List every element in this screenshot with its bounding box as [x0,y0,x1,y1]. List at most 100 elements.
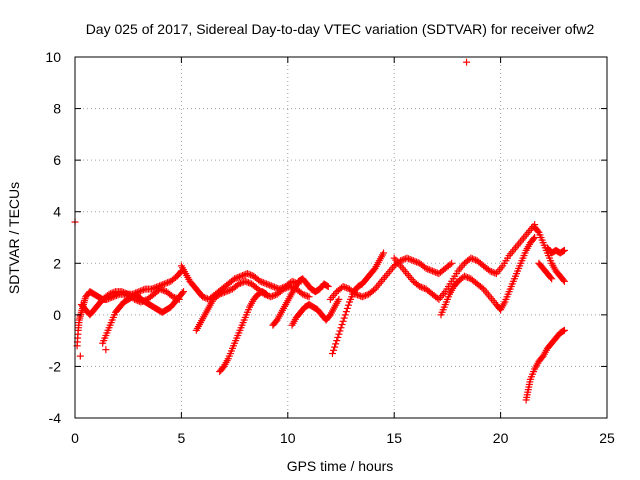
data-point-track-n [560,326,568,334]
data-point-track-j [369,286,377,294]
data-point-track-b [178,289,186,297]
data-point-track-c [156,285,164,293]
data-point-track-j [425,266,433,274]
y-tick-label-4: 4 [53,204,61,220]
data-point-track-i [333,337,341,345]
data-point-track-c [119,288,127,296]
data-point-track-c [170,293,178,301]
x-tick-label-20: 20 [493,430,509,446]
data-point-outliers [463,58,471,66]
data-point-outliers [76,352,84,360]
y-tick-label-6: 6 [53,152,61,168]
data-point-track-d [272,284,280,292]
data-point-track-e [243,278,251,286]
y-tick-label--4: -4 [49,410,62,426]
data-point-track-j [424,265,432,273]
data-point-track-k [416,282,424,290]
data-point-track-i [380,249,388,257]
x-tick-label-5: 5 [178,430,186,446]
data-point-track-j [433,269,441,277]
data-point-track-i [337,324,345,332]
data-point-track-a [140,286,148,294]
data-point-track-g [324,282,332,290]
data-point-track-f [263,290,271,298]
data-point-track-e [236,279,244,287]
chart-title: Day 025 of 2017, Sidereal Day-to-day VTE… [86,21,595,37]
x-axis-label: GPS time / hours [287,458,394,474]
data-point-track-a [160,280,168,288]
data-point-track-d [258,278,266,286]
data-point-track-a [138,286,146,294]
data-point-track-c [140,297,148,305]
data-point-track-d [232,274,240,282]
data-point-track-j [361,292,369,300]
data-point-track-j [411,257,419,265]
data-point-track-k [470,255,478,263]
data-point-track-d [231,275,239,283]
data-point-outliers [102,346,110,354]
data-point-track-k [417,283,425,291]
data-point-track-n [559,327,567,335]
data-point-track-l [530,235,538,243]
data-point-track-j [360,292,368,300]
data-point-track-e [302,292,310,300]
data-point-track-i [340,314,348,322]
data-point-track-i [338,321,346,329]
data-point-track-e [222,288,230,296]
plot-frame [74,56,608,419]
data-point-track-c [172,294,180,302]
y-tick-labels: -4 -2 0 2 4 6 8 10 [45,49,61,426]
data-point-track-k [491,269,499,277]
data-point-track-d [200,293,208,301]
data-point-track-d [245,270,253,278]
data-point-track-m [559,276,567,284]
data-point-track-c [107,290,115,298]
data-point-track-e [283,284,291,292]
data-point-track-m [547,273,555,281]
data-point-track-d [256,277,264,285]
data-point-track-c [132,296,140,304]
data-point-track-d [259,279,267,287]
data-point-track-e [217,290,225,298]
x-tick-label-25: 25 [599,430,615,446]
x-tick-labels: 0 5 10 15 20 25 [71,430,615,446]
data-point-track-c [175,295,183,303]
data-point-track-i [331,343,339,351]
data-point-track-d [235,273,243,281]
data-point-track-e [235,280,243,288]
data-point-track-e [286,282,294,290]
data-point-track-j [427,266,435,274]
data-point-track-a [164,279,172,287]
data-point-track-m [534,227,542,235]
data-point-track-j [430,268,438,276]
data-point-track-i [335,330,343,338]
y-tick-label-0: 0 [53,307,61,323]
data-point-track-e [268,292,276,300]
data-point-track-d [234,273,242,281]
data-point-track-a [162,279,170,287]
data-point-track-e [299,290,307,298]
data-point-track-c [121,289,129,297]
data-point-track-e [270,292,278,300]
data-point-track-d [243,270,251,278]
data-point-track-d [203,295,211,303]
data-point-track-j [342,284,350,292]
data-point-track-c [134,297,142,305]
data-point-track-e [224,287,232,295]
data-point-track-d [261,279,269,287]
data-point-track-j [413,258,421,266]
data-point-track-e [220,288,228,296]
data-point-track-d [269,282,277,290]
data-point-track-i [334,333,342,341]
data-point-track-m [548,275,556,283]
data-point-track-g [323,282,331,290]
data-point-track-d [247,271,255,279]
data-point-track-d [266,281,274,289]
data-point-track-i [341,311,349,319]
data-point-track-e [281,284,289,292]
data-point-track-j [398,256,406,264]
data-point-track-k [419,284,427,292]
data-point-track-j [446,261,454,269]
data-point-track-a [148,285,156,293]
x-tick-label-10: 10 [280,430,296,446]
